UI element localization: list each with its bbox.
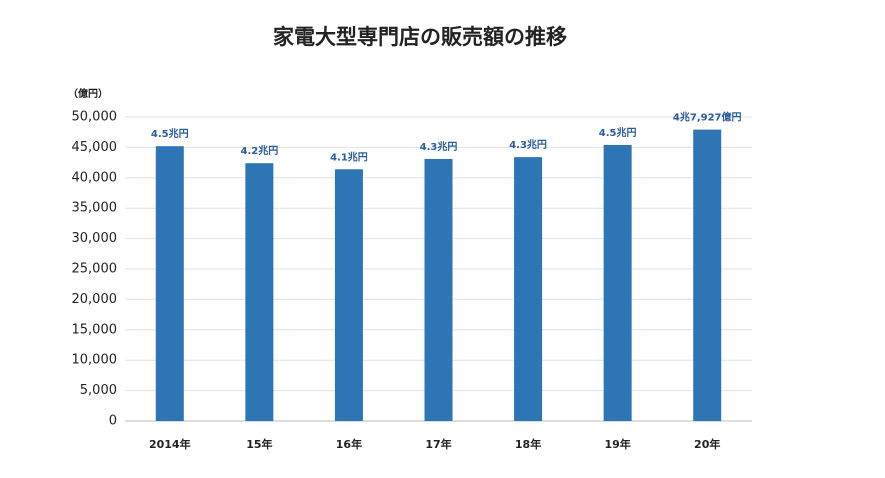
x-tick-label: 19年 (604, 437, 630, 451)
bar (693, 129, 722, 422)
y-tick-label: 5,000 (80, 383, 117, 398)
y-tick-label: 0 (109, 414, 117, 429)
bar (155, 146, 184, 421)
x-tick-label: 16年 (336, 437, 362, 451)
value-label: 4.1兆円 (330, 150, 368, 163)
value-label: 4.2兆円 (240, 144, 278, 157)
x-tick-label: 15年 (246, 437, 272, 451)
y-tick-label: 10,000 (72, 353, 118, 368)
value-label: 4.5兆円 (151, 127, 189, 140)
value-label: 4.5兆円 (599, 126, 637, 139)
x-tick-label: 20年 (694, 437, 720, 451)
x-tick-label: 18年 (515, 437, 541, 451)
bar (424, 158, 453, 421)
value-label: 4.3兆円 (420, 140, 458, 153)
y-tick-label: 25,000 (72, 262, 118, 277)
bar (245, 163, 274, 421)
y-tick-label: 15,000 (72, 322, 118, 337)
y-tick-label: 20,000 (72, 292, 118, 307)
chart-title: 家電大型専門店の販売額の推移 (273, 25, 567, 49)
y-tick-label: 50,000 (72, 110, 118, 125)
value-label: 4兆7,927億円 (673, 111, 742, 124)
bar (514, 157, 543, 422)
bar (603, 144, 632, 421)
x-tick-label: 17年 (425, 437, 451, 451)
y-axis-label: （億円） (68, 87, 108, 100)
value-label: 4.3兆円 (509, 138, 547, 151)
y-tick-label: 35,000 (72, 201, 118, 216)
y-tick-label: 40,000 (72, 170, 118, 185)
y-tick-label: 45,000 (72, 140, 118, 155)
bar (334, 169, 363, 421)
x-tick-label: 2014年 (149, 437, 191, 451)
y-tick-label: 30,000 (72, 231, 118, 246)
